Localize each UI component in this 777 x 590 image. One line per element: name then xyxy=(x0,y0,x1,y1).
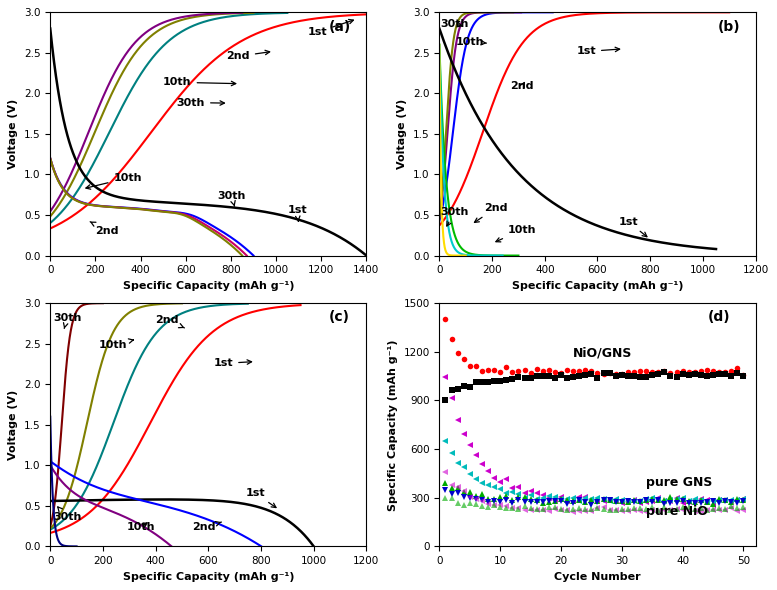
Text: 30th: 30th xyxy=(441,19,469,29)
Text: 1st: 1st xyxy=(214,358,252,368)
X-axis label: Cycle Number: Cycle Number xyxy=(554,572,641,582)
Text: 1st: 1st xyxy=(287,205,307,221)
Text: (c): (c) xyxy=(329,310,350,325)
X-axis label: Specific Capacity (mAh g⁻¹): Specific Capacity (mAh g⁻¹) xyxy=(512,281,683,291)
X-axis label: Specific Capacity (mAh g⁻¹): Specific Capacity (mAh g⁻¹) xyxy=(123,281,294,291)
Text: 2nd: 2nd xyxy=(226,50,270,61)
Text: 2nd: 2nd xyxy=(90,222,119,235)
Text: 2nd: 2nd xyxy=(510,81,534,91)
Text: NiO/GNS: NiO/GNS xyxy=(573,347,632,360)
Text: 10th: 10th xyxy=(86,173,142,189)
Text: 30th: 30th xyxy=(176,97,225,107)
Y-axis label: Voltage (V): Voltage (V) xyxy=(9,99,19,169)
Text: 30th: 30th xyxy=(218,191,246,206)
Y-axis label: Specific Capacity (mAh g⁻¹): Specific Capacity (mAh g⁻¹) xyxy=(388,339,398,510)
Text: (d): (d) xyxy=(708,310,730,325)
Text: 1st: 1st xyxy=(308,19,354,37)
Text: 30th: 30th xyxy=(441,207,469,226)
Text: (b): (b) xyxy=(718,19,740,34)
Text: 2nd: 2nd xyxy=(155,316,184,328)
Text: pure GNS: pure GNS xyxy=(646,476,713,489)
Text: 30th: 30th xyxy=(53,313,82,329)
Text: pure NiO: pure NiO xyxy=(646,505,708,518)
Y-axis label: Voltage (V): Voltage (V) xyxy=(398,99,407,169)
Text: 30th: 30th xyxy=(53,507,82,523)
X-axis label: Specific Capacity (mAh g⁻¹): Specific Capacity (mAh g⁻¹) xyxy=(123,572,294,582)
Text: 10th: 10th xyxy=(99,339,134,350)
Y-axis label: Voltage (V): Voltage (V) xyxy=(9,389,19,460)
Text: 10th: 10th xyxy=(496,225,536,242)
Text: 1st: 1st xyxy=(577,47,619,57)
Text: 1st: 1st xyxy=(618,217,647,237)
Text: 10th: 10th xyxy=(163,77,235,87)
Text: 2nd: 2nd xyxy=(193,522,221,532)
Text: 10th: 10th xyxy=(127,522,155,532)
Text: 10th: 10th xyxy=(455,37,486,47)
Text: 1st: 1st xyxy=(246,488,276,507)
Text: 2nd: 2nd xyxy=(475,203,507,222)
Text: (a): (a) xyxy=(329,19,350,34)
